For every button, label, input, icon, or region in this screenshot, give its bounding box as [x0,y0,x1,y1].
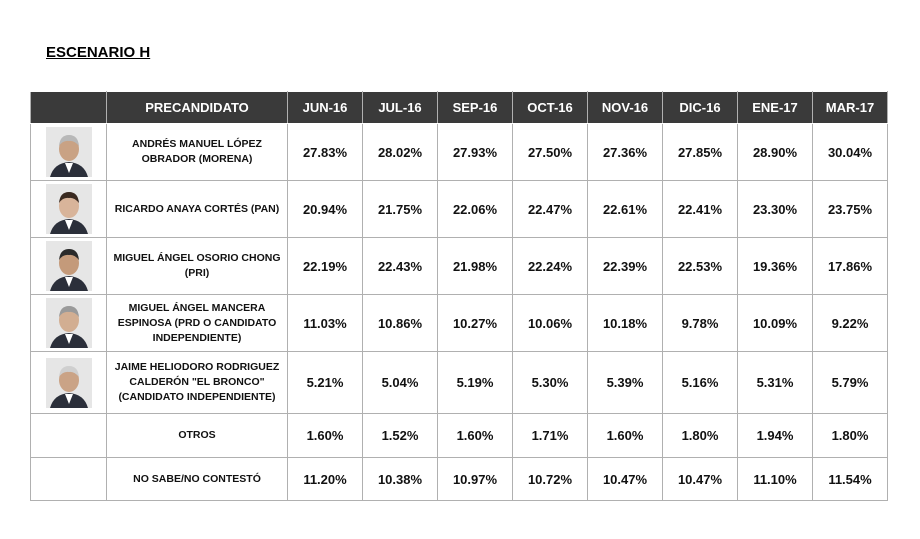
table-row: ANDRÉS MANUEL LÓPEZ OBRADOR (MORENA) 27.8… [30,123,888,181]
value-cell: 22.47% [512,180,588,238]
value-cell: 1.80% [812,413,888,458]
candidate-name: NO SABE/NO CONTESTÓ [106,457,288,501]
candidate-name: MIGUEL ÁNGEL OSORIO CHONG (PRI) [106,237,288,295]
value-cell: 1.80% [662,413,738,458]
value-cell: 22.41% [662,180,738,238]
candidate-name: ANDRÉS MANUEL LÓPEZ OBRADOR (MORENA) [106,123,288,181]
value-cell: 10.86% [362,294,438,352]
value-cell: 22.61% [587,180,663,238]
candidate-name: MIGUEL ÁNGEL MANCERA ESPINOSA (PRD O CAN… [106,294,288,352]
photo-cell [30,294,107,352]
value-cell: 10.97% [437,457,513,501]
table-row: OTROS 1.60% 1.52% 1.60% 1.71% 1.60% 1.80% 1.94%… [30,413,888,458]
value-cell: 5.31% [737,351,813,414]
value-cell: 28.90% [737,123,813,181]
candidate-name: RICARDO ANAYA CORTÉS (PAN) [106,180,288,238]
value-cell: 5.39% [587,351,663,414]
value-cell: 11.54% [812,457,888,501]
value-cell: 22.06% [437,180,513,238]
header-cell: MAR-17 [812,91,888,124]
value-cell: 19.36% [737,237,813,295]
value-cell: 5.16% [662,351,738,414]
candidate-name: OTROS [106,413,288,458]
value-cell: 23.75% [812,180,888,238]
title: ESCENARIO H [46,44,151,61]
value-cell: 27.93% [437,123,513,181]
header-cell: JUN-16 [287,91,363,124]
table-row: RICARDO ANAYA CORTÉS (PAN) 20.94% 21.75% 22… [30,180,888,238]
header-cell: DIC-16 [662,91,738,124]
value-cell: 22.39% [587,237,663,295]
value-cell: 22.24% [512,237,588,295]
poll-table: PRECANDIDATO JUN-16 JUL-16 SEP-16 OCT-16 NOV-… [30,91,888,501]
value-cell: 11.10% [737,457,813,501]
header-cell: ENE-17 [737,91,813,124]
photo-cell [30,457,107,501]
value-cell: 21.98% [437,237,513,295]
photo-cell [30,237,107,295]
header-empty [30,91,107,124]
value-cell: 10.18% [587,294,663,352]
value-cell: 10.06% [512,294,588,352]
value-cell: 10.09% [737,294,813,352]
value-cell: 5.79% [812,351,888,414]
value-cell: 5.30% [512,351,588,414]
value-cell: 27.83% [287,123,363,181]
value-cell: 1.60% [287,413,363,458]
value-cell: 27.36% [587,123,663,181]
table-row: MIGUEL ÁNGEL MANCERA ESPINOSA (PRD O CAN… [30,294,888,352]
value-cell: 9.22% [812,294,888,352]
value-cell: 27.85% [662,123,738,181]
photo-cell [30,180,107,238]
photo-cell [30,413,107,458]
value-cell: 28.02% [362,123,438,181]
table-row: MIGUEL ÁNGEL OSORIO CHONG (PRI) 22.19% 22.… [30,237,888,295]
value-cell: 5.04% [362,351,438,414]
value-cell: 22.19% [287,237,363,295]
value-cell: 17.86% [812,237,888,295]
value-cell: 5.21% [287,351,363,414]
value-cell: 22.53% [662,237,738,295]
header-cell: JUL-16 [362,91,438,124]
value-cell: 5.19% [437,351,513,414]
value-cell: 9.78% [662,294,738,352]
value-cell: 1.60% [587,413,663,458]
value-cell: 1.52% [362,413,438,458]
table-row: NO SABE/NO CONTESTÓ 11.20% 10.38% 10.97% 10.… [30,457,888,501]
candidate-name: JAIME HELIODORO RODRIGUEZ CALDERÓN "EL B… [106,351,288,414]
value-cell: 22.43% [362,237,438,295]
value-cell: 10.27% [437,294,513,352]
value-cell: 10.47% [587,457,663,501]
value-cell: 10.47% [662,457,738,501]
value-cell: 1.60% [437,413,513,458]
candidate-photo [45,357,92,408]
header-row: PRECANDIDATO JUN-16 JUL-16 SEP-16 OCT-16 NOV-… [30,91,888,124]
candidate-photo [45,184,92,234]
table-row: JAIME HELIODORO RODRIGUEZ CALDERÓN "EL B… [30,351,888,414]
photo-cell [30,351,107,414]
value-cell: 10.38% [362,457,438,501]
value-cell: 21.75% [362,180,438,238]
header-cell: NOV-16 [587,91,663,124]
value-cell: 27.50% [512,123,588,181]
value-cell: 1.94% [737,413,813,458]
candidate-photo [45,127,92,177]
candidate-photo [45,298,92,348]
value-cell: 11.20% [287,457,363,501]
value-cell: 20.94% [287,180,363,238]
header-cell: PRECANDIDATO [106,91,288,124]
header-cell: OCT-16 [512,91,588,124]
value-cell: 30.04% [812,123,888,181]
header-cell: SEP-16 [437,91,513,124]
value-cell: 11.03% [287,294,363,352]
value-cell: 10.72% [512,457,588,501]
value-cell: 23.30% [737,180,813,238]
photo-cell [30,123,107,181]
candidate-photo [45,241,92,291]
value-cell: 1.71% [512,413,588,458]
